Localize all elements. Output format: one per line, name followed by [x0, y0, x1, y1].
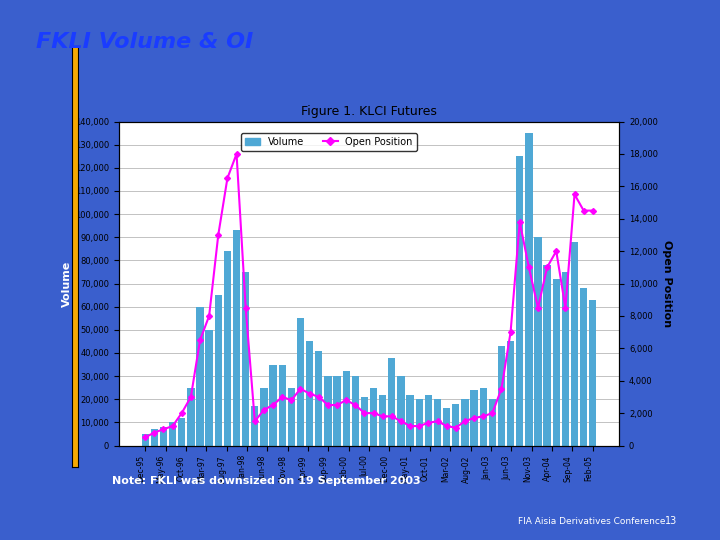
Bar: [388, 357, 395, 446]
Bar: [297, 318, 304, 446]
Bar: [160, 427, 167, 446]
Bar: [333, 376, 341, 446]
Bar: [379, 395, 387, 446]
Bar: [288, 388, 295, 445]
Bar: [343, 372, 350, 446]
Y-axis label: Volume: Volume: [62, 260, 72, 307]
Bar: [315, 350, 323, 446]
Bar: [269, 364, 276, 445]
Bar: [470, 390, 477, 446]
Bar: [224, 251, 231, 446]
Text: FIA Aisia Derivatives Conference: FIA Aisia Derivatives Conference: [518, 517, 666, 526]
Bar: [324, 376, 331, 446]
Text: 13: 13: [665, 516, 677, 526]
Bar: [544, 265, 551, 446]
Bar: [425, 395, 432, 446]
Bar: [306, 341, 313, 446]
Bar: [553, 279, 560, 445]
Title: Figure 1. KLCI Futures: Figure 1. KLCI Futures: [301, 105, 437, 118]
Y-axis label: Open Position: Open Position: [662, 240, 672, 327]
Bar: [443, 408, 450, 446]
Bar: [589, 300, 596, 446]
Bar: [361, 397, 368, 445]
Bar: [516, 156, 523, 446]
Bar: [351, 376, 359, 446]
Bar: [169, 422, 176, 446]
Bar: [205, 330, 213, 446]
Bar: [480, 388, 487, 445]
Bar: [242, 272, 249, 446]
Bar: [507, 341, 514, 446]
Bar: [370, 388, 377, 445]
Bar: [215, 295, 222, 446]
Bar: [562, 272, 569, 446]
Bar: [397, 376, 405, 446]
Text: FKLI Volume & OI: FKLI Volume & OI: [36, 32, 253, 52]
Legend: Volume, Open Position: Volume, Open Position: [241, 133, 417, 151]
Bar: [142, 434, 149, 446]
Bar: [489, 399, 496, 446]
Bar: [571, 242, 578, 446]
Bar: [233, 230, 240, 446]
Bar: [462, 399, 469, 446]
Bar: [534, 237, 541, 446]
Bar: [187, 388, 194, 445]
Bar: [434, 399, 441, 446]
Bar: [279, 364, 286, 445]
Bar: [407, 395, 414, 446]
Bar: [197, 307, 204, 446]
Bar: [525, 133, 533, 446]
Bar: [150, 429, 158, 445]
Text: Note: FKLI was downsized on 19 September 2003: Note: FKLI was downsized on 19 September…: [112, 476, 420, 486]
Bar: [178, 418, 185, 446]
Bar: [261, 388, 268, 445]
Bar: [580, 288, 588, 446]
Bar: [498, 346, 505, 445]
Bar: [251, 406, 258, 445]
Bar: [452, 404, 459, 446]
Bar: [415, 399, 423, 446]
